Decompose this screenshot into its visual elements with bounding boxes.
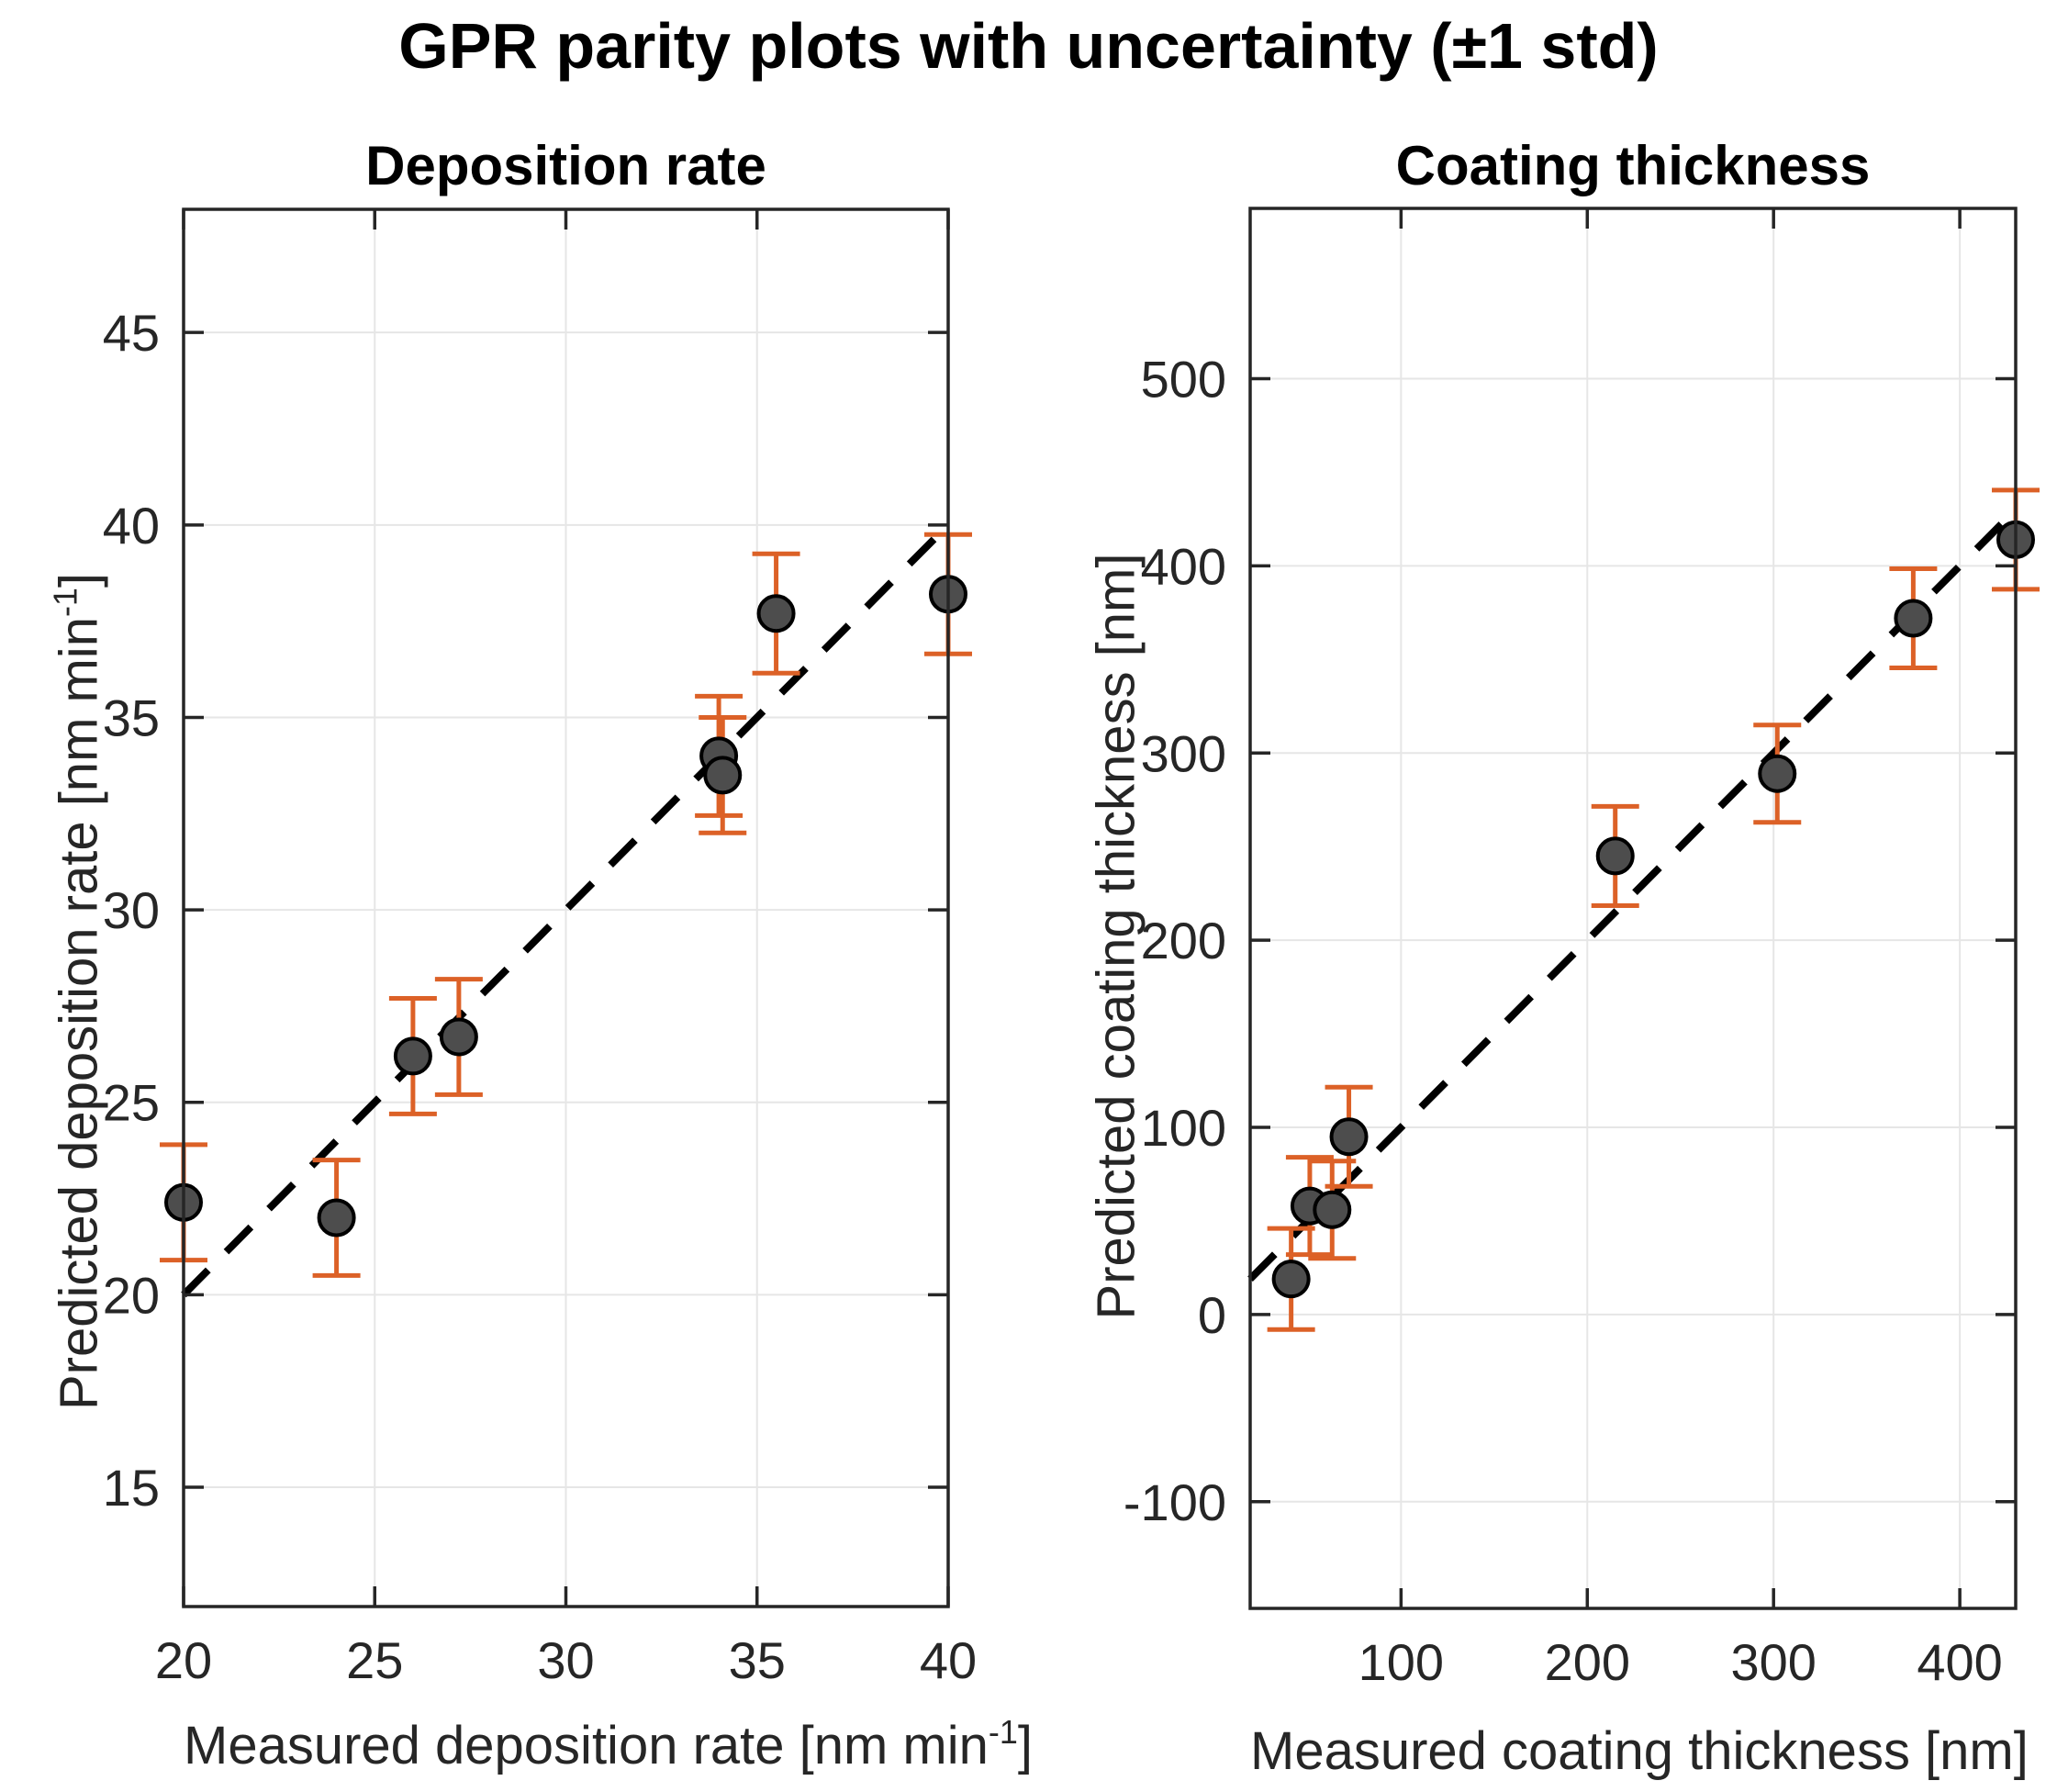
y-tick-label: 45 bbox=[103, 304, 160, 362]
plot-deposition-rate: 20 25 30 35 40 15 20 25 30 35 40 45 bbox=[103, 207, 977, 1689]
data-point bbox=[756, 594, 796, 633]
y-tick-label: 25 bbox=[103, 1074, 160, 1132]
subplot-title-deposition-rate: Deposition rate bbox=[365, 135, 766, 196]
data-point bbox=[439, 1017, 478, 1057]
y-tick-label: 500 bbox=[1141, 351, 1226, 409]
plot-coating-thickness: 100 200 300 400 -100 0 100 200 300 400 500 bbox=[1124, 207, 2040, 1691]
axes-box bbox=[1248, 207, 2018, 1610]
x-axis-label-bracket: ] bbox=[1017, 1716, 1033, 1775]
y-tick-label: 300 bbox=[1141, 724, 1226, 782]
y-axis-label-text: Predicted coating thickness [nm] bbox=[1086, 553, 1146, 1320]
y-tick-label: 100 bbox=[1141, 1099, 1226, 1157]
data-point bbox=[393, 1036, 432, 1076]
x-tick-label: 100 bbox=[1358, 1633, 1444, 1691]
data-point bbox=[317, 1198, 356, 1238]
y-tick-label: 20 bbox=[103, 1266, 160, 1324]
x-axis-label-deposition: Measured deposition rate [nm min-1] bbox=[184, 1713, 1033, 1776]
x-axis-label-text: Measured deposition rate [nm min bbox=[184, 1716, 989, 1775]
data-point bbox=[1329, 1117, 1369, 1157]
y-tick-label: -100 bbox=[1124, 1473, 1226, 1531]
x-tick-label: 20 bbox=[155, 1631, 212, 1689]
y-axis-label-deposition: Predicted deposition rate [nm min-1] bbox=[46, 572, 110, 1411]
y-tick-label: 400 bbox=[1141, 537, 1226, 595]
x-tick-label: 40 bbox=[920, 1631, 977, 1689]
x-tick-label: 300 bbox=[1730, 1633, 1816, 1691]
data-point bbox=[1758, 754, 1797, 793]
data-point bbox=[1271, 1260, 1311, 1299]
y-tick-label: 35 bbox=[103, 689, 160, 746]
x-tick-label: 30 bbox=[537, 1631, 594, 1689]
x-tick-label: 25 bbox=[346, 1631, 403, 1689]
y-axis-label-thickness: Predicted coating thickness [nm] bbox=[1086, 554, 1147, 1320]
figure-title: GPR parity plots with uncertainty (±1 st… bbox=[398, 10, 1659, 82]
x-axis-label-text: Measured coating thickness [nm] bbox=[1250, 1721, 2029, 1781]
y-tick-label: 30 bbox=[103, 881, 160, 939]
y-tick-label: 15 bbox=[103, 1459, 160, 1517]
x-axis-label-superscript: -1 bbox=[988, 1713, 1018, 1752]
y-tick-label: 0 bbox=[1198, 1286, 1226, 1344]
y-axis-label-bracket: ] bbox=[49, 572, 109, 588]
data-point bbox=[1595, 836, 1635, 876]
y-axis-label-superscript: -1 bbox=[46, 588, 84, 618]
y-tick-label: 40 bbox=[103, 497, 160, 554]
data-point bbox=[703, 756, 743, 795]
x-axis-label-thickness: Measured coating thickness [nm] bbox=[1250, 1720, 2029, 1782]
y-tick-label: 200 bbox=[1141, 912, 1226, 969]
subplot-title-coating-thickness: Coating thickness bbox=[1395, 135, 1871, 196]
data-point bbox=[1313, 1190, 1352, 1229]
x-tick-label: 400 bbox=[1917, 1633, 2002, 1691]
x-tick-label: 200 bbox=[1545, 1633, 1630, 1691]
y-axis-label-text: Predicted deposition rate [nm min bbox=[49, 617, 109, 1411]
x-tick-label: 35 bbox=[729, 1631, 786, 1689]
data-point bbox=[1894, 599, 1933, 638]
